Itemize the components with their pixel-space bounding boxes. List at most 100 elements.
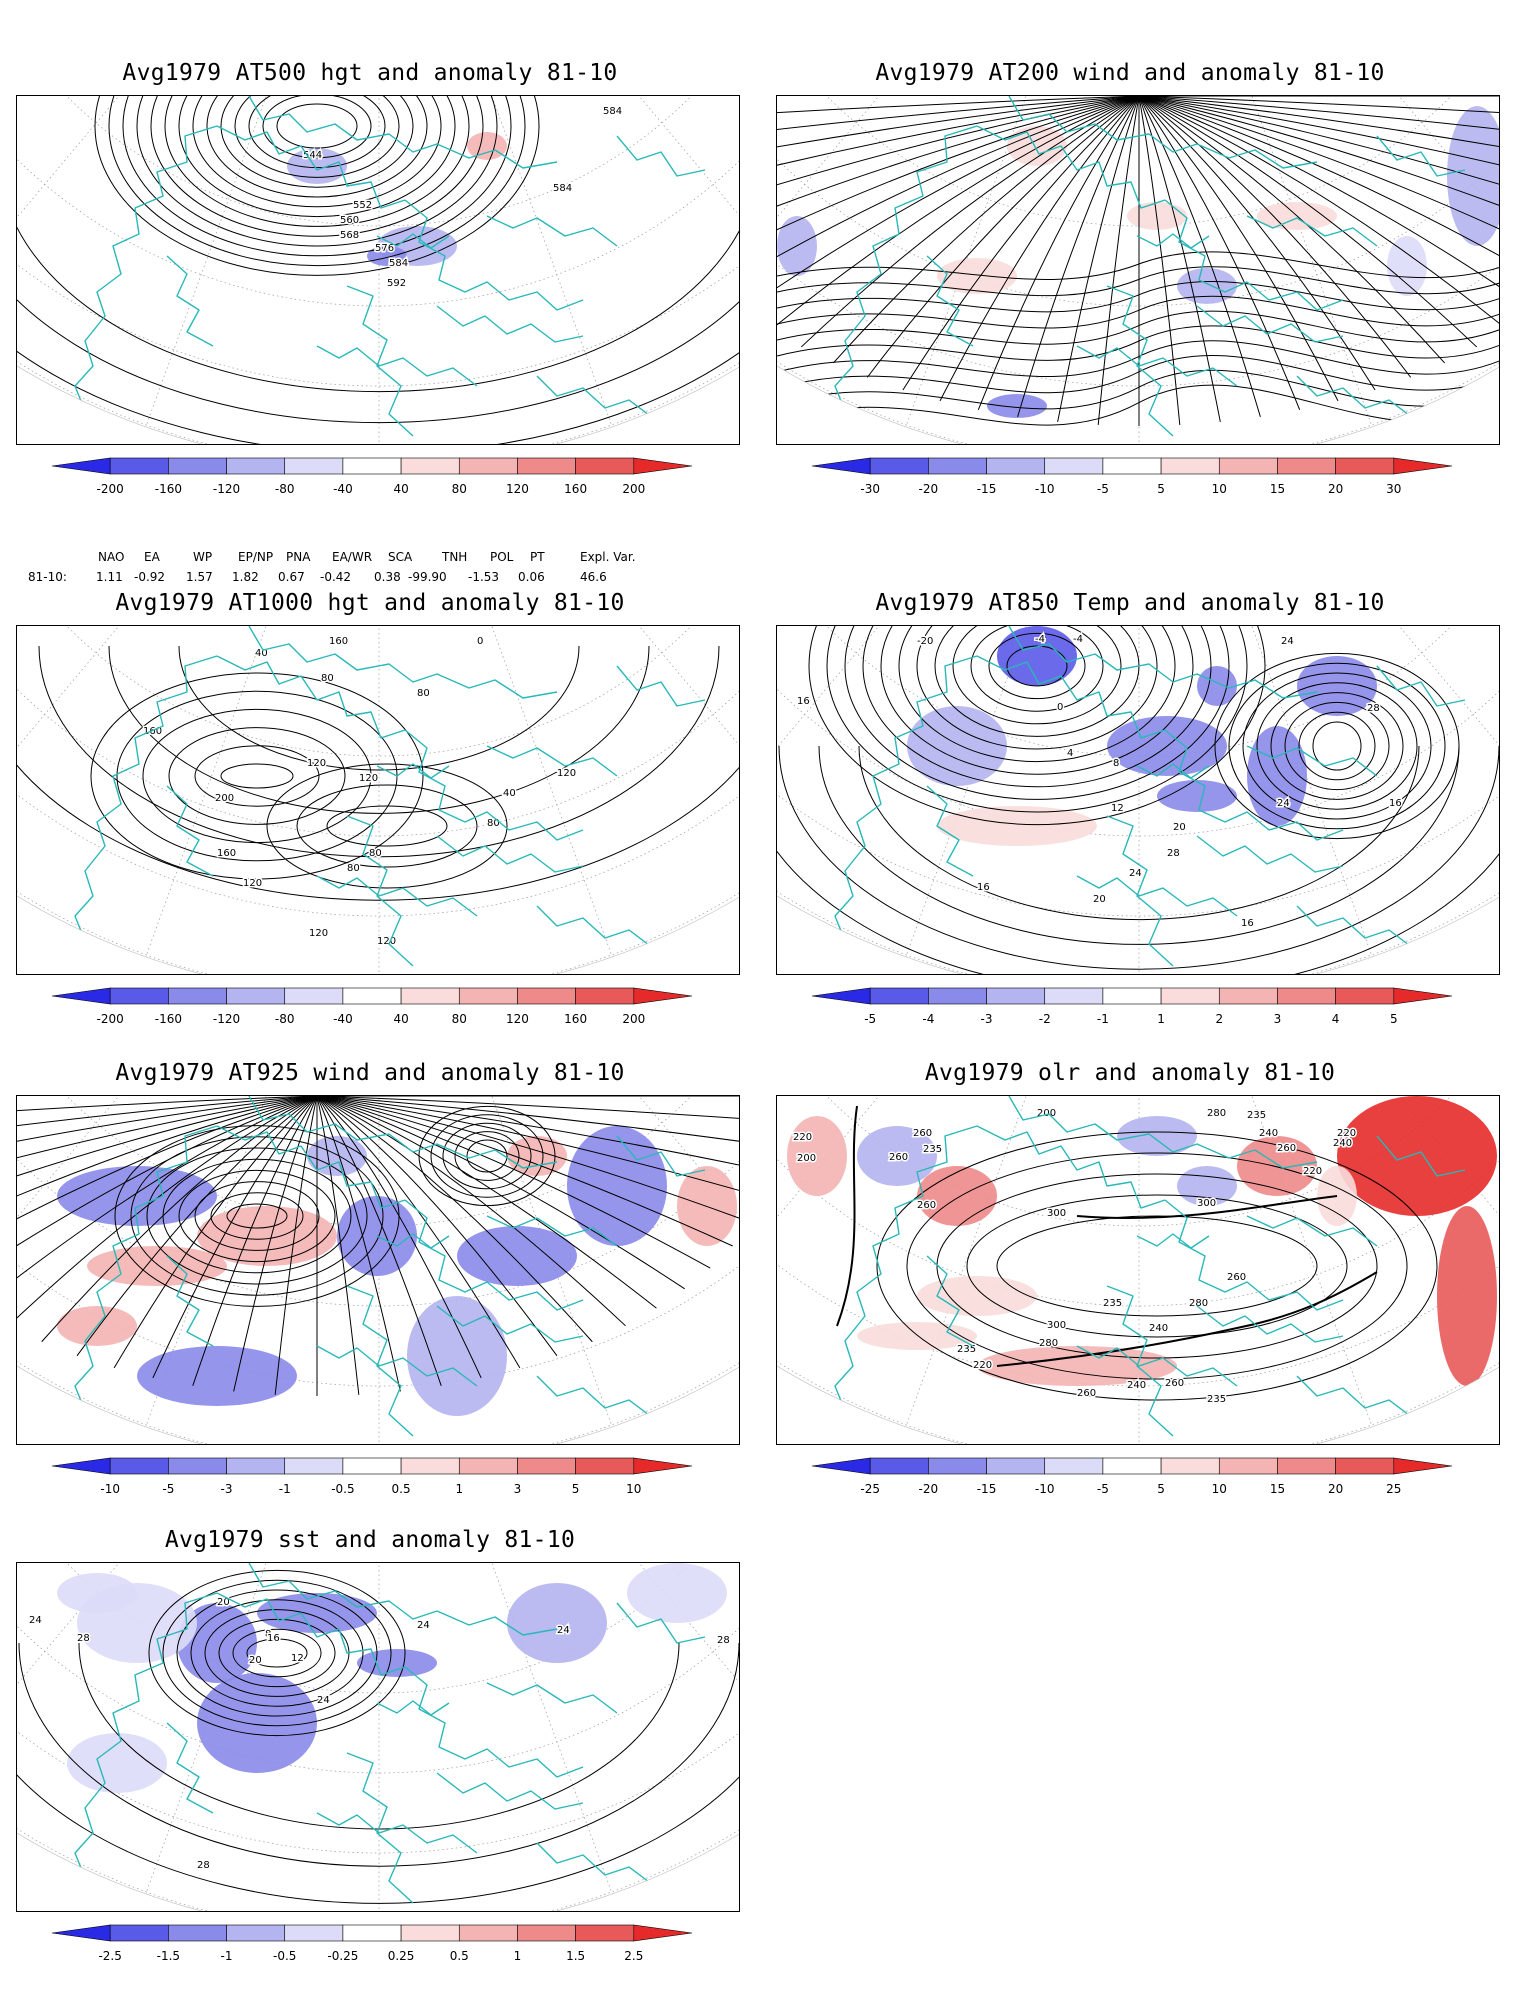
contour-lines	[836, 1105, 1378, 1367]
coastlines	[834, 96, 1466, 444]
colorbar-swatches	[51, 457, 693, 475]
anomaly-shading	[57, 1563, 727, 1793]
contour-label: 576	[375, 243, 394, 254]
contour-lines	[94, 96, 540, 276]
colorbar: -30 -20 -15 -10 -5 5 10 15 20 30	[800, 457, 1460, 498]
teleconnection-header: SCA	[388, 550, 413, 564]
colorbar-tick-label: 5	[1157, 482, 1165, 496]
contour-label: 28	[1367, 703, 1380, 714]
contour-label: 8	[1113, 758, 1119, 769]
colorbar-swatch	[284, 457, 344, 475]
colorbar-tick-label: -0.5	[273, 1949, 297, 1963]
colorbar-swatch	[1335, 987, 1395, 1005]
colorbar-swatches	[811, 457, 1453, 475]
contour-label: 235	[923, 1144, 942, 1155]
colorbar-swatch	[575, 1924, 635, 1942]
colorbar-tick-label: 10	[1211, 1482, 1227, 1496]
teleconnection-header: POL	[490, 550, 514, 564]
colorbar-swatch	[458, 1924, 518, 1942]
colorbar-swatch	[928, 457, 987, 475]
colorbar-tick-label: -40	[333, 482, 353, 496]
contour-label: 16	[267, 1633, 280, 1644]
contour-label: 24	[1129, 868, 1142, 879]
contour-label: 20	[1093, 894, 1106, 905]
colorbar-swatch	[400, 1924, 460, 1942]
colorbar-tick-label: 40	[393, 1012, 409, 1026]
colorbar-tick-label: -15	[976, 1482, 997, 1496]
panel-title: Avg1979 AT500 hgt and anomaly 81-10	[122, 60, 618, 86]
colorbar-swatch	[986, 1457, 1046, 1475]
colorbar-swatch	[928, 1457, 987, 1475]
teleconnection-header: TNH	[442, 550, 468, 564]
map-canvas: 24 28 20 8 12 16 20 24 28 24 24 28	[17, 1563, 739, 1911]
projection-mask	[17, 896, 739, 974]
colorbar-arrow-right	[633, 987, 693, 1005]
lat-lon-grid	[777, 626, 1499, 974]
contour-label: 28	[197, 1860, 210, 1871]
contour-label: 160	[217, 848, 236, 859]
contour-label: 20	[1173, 822, 1186, 833]
colorbar-swatch	[1102, 1457, 1162, 1475]
colorbar-swatch	[1277, 457, 1336, 475]
projection-edge	[17, 365, 739, 444]
colorbar-swatch	[109, 1457, 169, 1475]
colorbar-swatch	[342, 1457, 402, 1475]
contour-label: 584	[389, 258, 408, 269]
colorbar-tick-label: -120	[212, 1012, 241, 1026]
contour-label: 24	[29, 1615, 42, 1626]
teleconnection-value: -0.92	[134, 570, 166, 584]
map-canvas	[777, 96, 1499, 444]
colorbar-swatch	[1277, 987, 1336, 1005]
projection-edge	[17, 1365, 739, 1444]
colorbar-swatch	[575, 457, 635, 475]
contour-label: 16	[1389, 798, 1402, 809]
colorbar-tick-label: 120	[506, 1012, 529, 1026]
colorbar-tick-label: -15	[976, 482, 997, 496]
colorbar-swatch	[168, 457, 227, 475]
teleconnection-header: PT	[530, 550, 545, 564]
anomaly-shading	[57, 1126, 737, 1416]
colorbar-arrow-right	[633, 1457, 693, 1475]
colorbar-swatch	[400, 987, 460, 1005]
colorbar-swatch	[869, 1457, 929, 1475]
colorbar-swatch	[168, 1924, 227, 1942]
contour-label: 24	[557, 1625, 570, 1636]
contour-label: -4	[1035, 634, 1045, 645]
colorbar-swatch	[1160, 987, 1220, 1005]
colorbar-swatch	[1044, 457, 1104, 475]
teleconnection-value: 1.57	[186, 570, 213, 584]
colorbar: -200 -160 -120 -80 -40 40 80 120 160 200	[40, 987, 700, 1028]
colorbar-tick-label: 160	[564, 1012, 588, 1026]
contour-label: 544	[303, 150, 322, 161]
colorbar-tick-label: 160	[564, 482, 588, 496]
projection-edge	[777, 1365, 1499, 1444]
contour-label: 80	[369, 848, 382, 859]
contour-lines	[876, 1131, 1438, 1401]
teleconnection-header: EP/NP	[238, 550, 274, 564]
colorbar-arrow-left	[51, 1924, 111, 1942]
colorbar: -10 -5 -3 -1 -0.5 0.5 1 3 5 10	[40, 1457, 700, 1498]
teleconnection-value: 0.06	[518, 570, 545, 584]
contour-label: 120	[309, 928, 328, 939]
contour-lines	[418, 1105, 556, 1207]
map-frame: 584 544 552 560 568 576 584 584 592	[16, 95, 740, 445]
colorbar-tick-label: 5	[1389, 1012, 1398, 1026]
colorbar-tick-label: 10	[626, 1482, 642, 1496]
colorbar-swatch	[1335, 1457, 1395, 1475]
contour-label: 240	[1149, 1323, 1168, 1334]
colorbar-tick-label: 4	[1331, 1012, 1340, 1026]
contour-label: 592	[387, 278, 406, 289]
map-canvas: -20 -4 -4 24 16 0 4 8 12 20 28 24 16 28 24 20 16 16	[777, 626, 1499, 974]
contour-label: 120	[307, 758, 326, 769]
colorbar-swatch	[284, 987, 344, 1005]
colorbar-swatch	[517, 987, 576, 1005]
teleconnection-header: EA	[144, 550, 160, 564]
contour-label: 584	[553, 183, 572, 194]
teleconnection-header: WP	[193, 550, 213, 564]
colorbar-swatches	[51, 987, 693, 1005]
colorbar-tick-label: 2	[1215, 1012, 1224, 1026]
teleconnection-value: 0.67	[278, 570, 305, 584]
colorbar-swatches	[811, 987, 1453, 1005]
contour-label: 24	[317, 1695, 330, 1706]
contour-label: 260	[889, 1152, 908, 1163]
